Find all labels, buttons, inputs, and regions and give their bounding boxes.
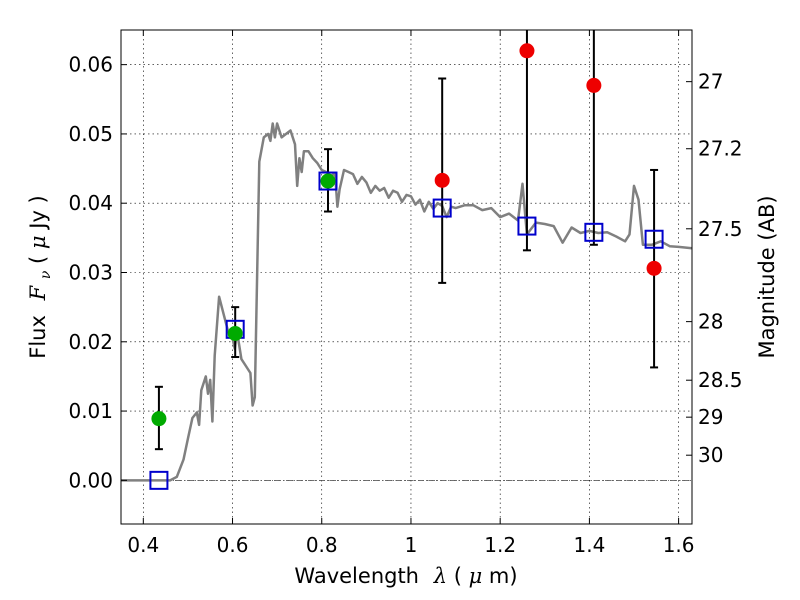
y-axis-label-sub: ν bbox=[38, 270, 54, 279]
model-photometry-square bbox=[517, 216, 537, 236]
x-tick-label: 1.4 bbox=[573, 533, 605, 557]
y-tick-label: 0.06 bbox=[68, 53, 113, 77]
plot-frame bbox=[120, 29, 693, 525]
model-spectrum-line bbox=[121, 122, 693, 482]
y2-tick-label: 27.5 bbox=[698, 217, 743, 241]
y2-tick-label: 27 bbox=[698, 70, 723, 94]
model-photometry-square bbox=[432, 198, 452, 218]
y-axis-label-unit-mu: μ bbox=[26, 235, 50, 249]
x-tick-label: 1.6 bbox=[663, 533, 695, 557]
y-axis-label: Flux F ν ( μ Jy ) bbox=[26, 195, 55, 359]
model-photometry-square bbox=[584, 222, 604, 242]
x-tick-label: 1 bbox=[405, 533, 418, 557]
y-axis-label-symbol: F bbox=[26, 284, 50, 301]
x-axis-label-unit-close: m) bbox=[489, 564, 518, 588]
x-axis-label-text: Wavelength bbox=[294, 564, 419, 588]
observed-point-red bbox=[519, 43, 535, 59]
observed-point-red bbox=[586, 77, 602, 93]
y2-tick-label: 28 bbox=[698, 310, 723, 334]
x-axis-label: Wavelength λ ( μ m) bbox=[294, 564, 517, 588]
x-axis-label-unit-open: ( bbox=[454, 564, 462, 588]
tick-layer: 0.4 0.6 0.8 1 1.2 1.4 1.6 0.00 0.01 0.02 0.03 0.04 0… bbox=[68, 30, 743, 557]
model-photometry-square bbox=[318, 171, 338, 191]
model-photometry-layer bbox=[149, 171, 664, 490]
x-tick-label: 0.8 bbox=[306, 533, 338, 557]
x-tick-label: 0.6 bbox=[217, 533, 249, 557]
x-axis-label-lambda: λ bbox=[433, 564, 447, 588]
y-tick-label: 0.01 bbox=[68, 399, 113, 423]
y-axis-label-unit-open: ( bbox=[26, 249, 50, 264]
y-axis-label-text: Flux bbox=[26, 315, 50, 359]
y2-tick-label: 27.2 bbox=[698, 137, 743, 161]
observed-point-green bbox=[227, 325, 243, 341]
observed-point-red bbox=[434, 172, 450, 188]
y-axis-label-unit-close: Jy ) bbox=[26, 195, 50, 231]
y2-tick-label: 30 bbox=[698, 443, 723, 467]
observed-point-red bbox=[646, 260, 662, 276]
y-tick-label: 0.00 bbox=[68, 468, 113, 492]
observed-point-green bbox=[151, 411, 167, 427]
observed-photometry-layer bbox=[151, 43, 662, 427]
x-axis-label-unit-mu: μ bbox=[469, 564, 483, 588]
y-tick-label: 0.03 bbox=[68, 260, 113, 284]
plot-background bbox=[121, 30, 692, 524]
x-tick-label: 0.4 bbox=[127, 533, 159, 557]
model-spectrum-layer bbox=[121, 122, 693, 482]
y-tick-label: 0.05 bbox=[68, 122, 113, 146]
y2-tick-label: 29 bbox=[698, 405, 723, 429]
y-tick-label: 0.02 bbox=[68, 330, 113, 354]
y2-axis-label: Magnitude (AB) bbox=[755, 195, 779, 358]
y2-tick-label: 28.5 bbox=[698, 368, 743, 392]
x-tick-label: 1.2 bbox=[484, 533, 516, 557]
model-photometry-square bbox=[149, 470, 169, 490]
model-photometry-square bbox=[644, 229, 664, 249]
y-tick-label: 0.04 bbox=[68, 191, 113, 215]
observed-point-green bbox=[320, 173, 336, 189]
